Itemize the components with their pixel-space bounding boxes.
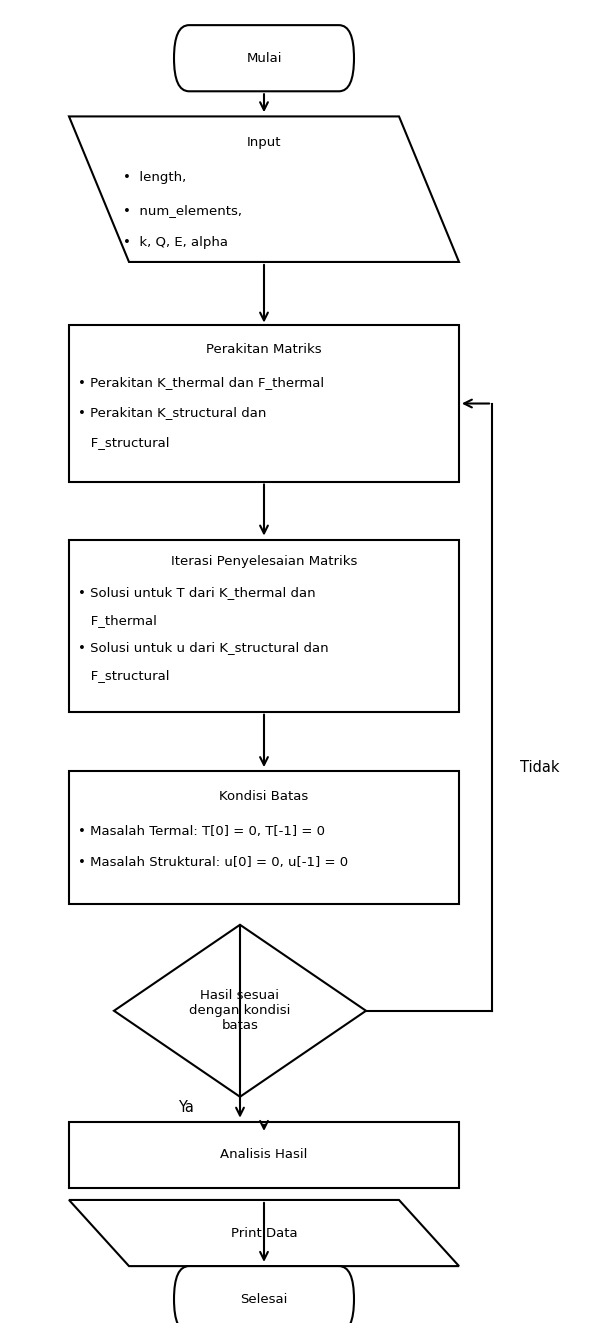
- Text: Print Data: Print Data: [230, 1226, 298, 1240]
- Text: Ya: Ya: [178, 1099, 194, 1115]
- Polygon shape: [69, 116, 459, 262]
- Text: • Masalah Termal: T[0] = 0, T[-1] = 0: • Masalah Termal: T[0] = 0, T[-1] = 0: [78, 824, 325, 837]
- Text: •  k, Q, E, alpha: • k, Q, E, alpha: [123, 235, 228, 249]
- FancyBboxPatch shape: [174, 1266, 354, 1323]
- Text: F_structural: F_structural: [78, 437, 170, 448]
- Text: • Solusi untuk T dari K_thermal dan: • Solusi untuk T dari K_thermal dan: [78, 586, 316, 599]
- Text: Tidak: Tidak: [520, 759, 560, 775]
- Text: F_structural: F_structural: [78, 669, 170, 683]
- Text: • Masalah Struktural: u[0] = 0, u[-1] = 0: • Masalah Struktural: u[0] = 0, u[-1] = …: [78, 856, 348, 869]
- Bar: [69, 1122, 459, 1188]
- Text: • Perakitan K_thermal dan F_thermal: • Perakitan K_thermal dan F_thermal: [78, 376, 324, 389]
- Text: • Perakitan K_structural dan: • Perakitan K_structural dan: [78, 406, 266, 419]
- Bar: [69, 325, 459, 482]
- Text: Analisis Hasil: Analisis Hasil: [220, 1148, 308, 1162]
- Text: F_thermal: F_thermal: [78, 614, 157, 627]
- Bar: [69, 771, 459, 904]
- Text: Selesai: Selesai: [241, 1293, 287, 1306]
- Text: Iterasi Penyelesaian Matriks: Iterasi Penyelesaian Matriks: [171, 556, 357, 569]
- Text: Input: Input: [247, 136, 281, 148]
- Text: •  num_elements,: • num_elements,: [123, 204, 242, 217]
- Bar: [69, 540, 459, 712]
- Polygon shape: [69, 1200, 459, 1266]
- FancyBboxPatch shape: [174, 25, 354, 91]
- Text: Kondisi Batas: Kondisi Batas: [220, 790, 308, 803]
- Text: • Solusi untuk u dari K_structural dan: • Solusi untuk u dari K_structural dan: [78, 642, 329, 655]
- Text: •  length,: • length,: [123, 172, 186, 184]
- Polygon shape: [114, 925, 366, 1097]
- Text: Mulai: Mulai: [246, 52, 282, 65]
- Text: Perakitan Matriks: Perakitan Matriks: [206, 343, 322, 356]
- Text: Hasil sesuai
dengan kondisi
batas: Hasil sesuai dengan kondisi batas: [190, 990, 290, 1032]
